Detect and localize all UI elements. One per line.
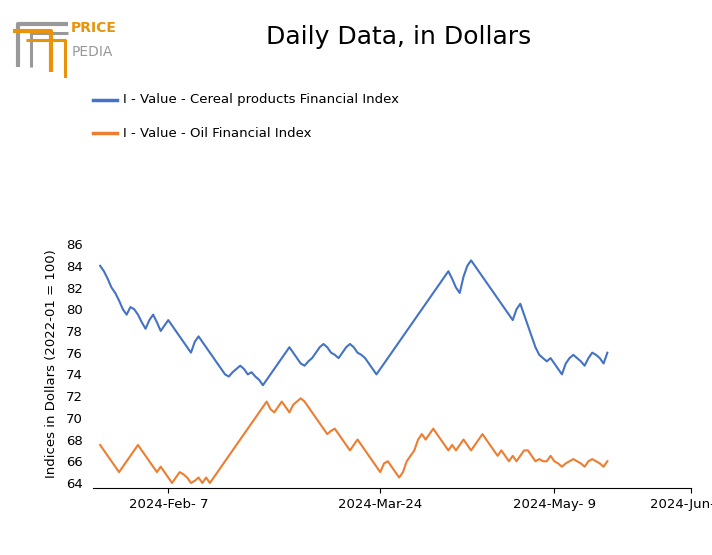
Text: PRICE: PRICE <box>71 22 117 36</box>
Text: PEDIA: PEDIA <box>71 45 112 59</box>
Text: I - Value - Cereal products Financial Index: I - Value - Cereal products Financial In… <box>123 93 399 107</box>
Text: Daily Data, in Dollars: Daily Data, in Dollars <box>266 25 531 49</box>
Y-axis label: Indices in Dollars (2022-01 = 100): Indices in Dollars (2022-01 = 100) <box>45 249 58 478</box>
Text: I - Value - Oil Financial Index: I - Value - Oil Financial Index <box>123 127 312 140</box>
